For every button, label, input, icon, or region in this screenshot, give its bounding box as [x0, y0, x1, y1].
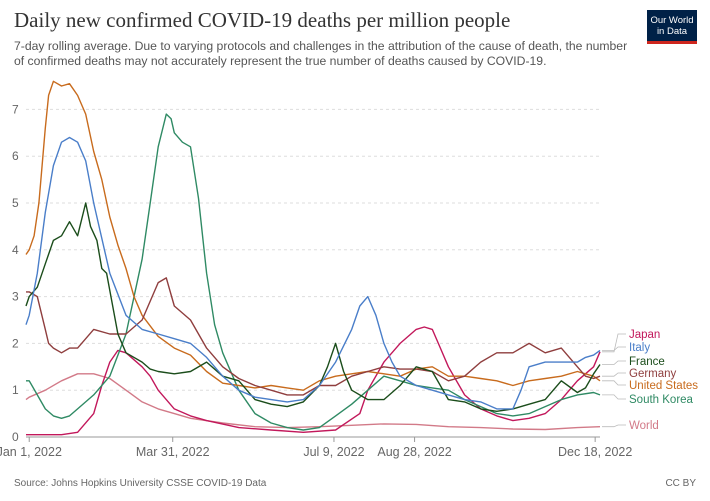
legend-connector-south-korea: [602, 394, 626, 400]
logo-line-1: Our World: [650, 15, 694, 26]
x-tick-label: Aug 28, 2022: [377, 445, 451, 459]
series-line-germany: [26, 277, 601, 396]
series-line-world: [25, 373, 601, 431]
legend-label-italy: Italy: [629, 342, 650, 354]
y-tick-label: 7: [12, 102, 19, 116]
legend-connector-france: [602, 360, 626, 365]
legend-connector-united-states: [602, 380, 626, 386]
legend-connector-germany: [602, 372, 626, 377]
source-note[interactable]: Source: Johns Hopkins University CSSE CO…: [14, 478, 267, 489]
x-tick-label: Mar 31, 2022: [136, 445, 210, 459]
x-tick-label: Jul 9, 2022: [303, 445, 364, 459]
legend-connector-japan: [602, 333, 626, 353]
legend-label-japan: Japan: [629, 329, 660, 341]
series-line-united-states: [25, 80, 601, 391]
logo-line-2: in Data: [656, 26, 688, 37]
y-tick-label: 5: [12, 196, 19, 210]
legend-connector-italy: [602, 346, 626, 351]
license-label[interactable]: CC BY: [665, 478, 696, 489]
series-line-south-korea: [26, 113, 601, 431]
legend-label-germany: Germany: [629, 368, 677, 380]
series-line-italy: [25, 136, 601, 410]
legend-connector-world: [602, 424, 626, 428]
legend-label-united-states: United States: [629, 380, 698, 392]
y-tick-label: 4: [12, 243, 19, 257]
x-tick-label: Dec 18, 2022: [558, 445, 632, 459]
y-tick-label: 1: [12, 383, 19, 397]
y-tick-label: 0: [12, 430, 19, 444]
legend-label-south-korea: South Korea: [629, 394, 694, 406]
chart-title: Daily new confirmed COVID-19 deaths per …: [14, 8, 511, 32]
x-tick-label: Jan 1, 2022: [0, 445, 62, 459]
series-line-france: [25, 202, 601, 412]
y-tick-label: 6: [12, 149, 19, 163]
y-tick-label: 2: [12, 336, 19, 350]
y-tick-label: 3: [12, 290, 19, 304]
legend-label-france: France: [629, 356, 665, 368]
series-line-japan: [26, 326, 601, 436]
chart-subtitle: 7-day rolling average. Due to varying pr…: [14, 39, 628, 68]
legend-label-world: World: [629, 420, 659, 432]
owid-logo[interactable]: Our World in Data: [647, 10, 697, 44]
